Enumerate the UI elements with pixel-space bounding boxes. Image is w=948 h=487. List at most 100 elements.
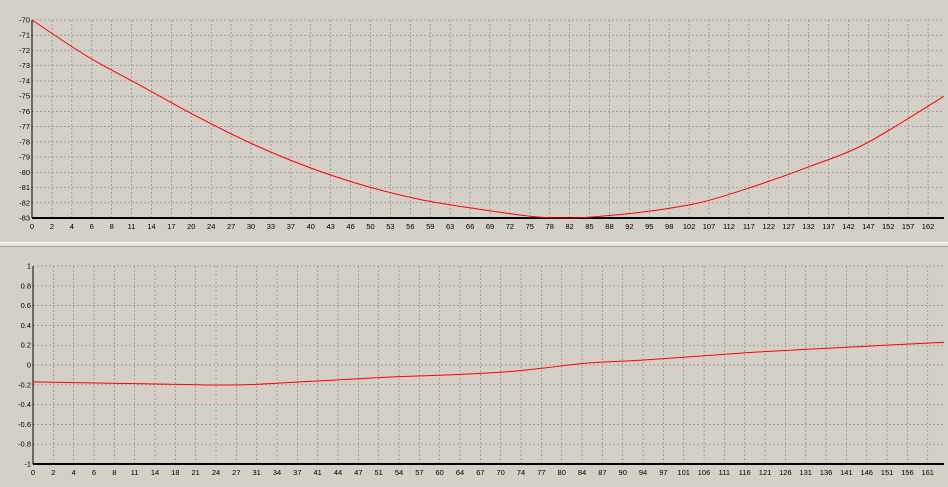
y-tick-label: -74 [19, 76, 30, 85]
x-tick-label: 47 [354, 468, 362, 477]
y-tick-label: 1 [27, 262, 31, 271]
x-tick-label: 75 [526, 222, 534, 231]
x-tick-label: 156 [901, 468, 914, 477]
x-tick-label: 0 [30, 222, 34, 231]
x-tick-label: 63 [446, 222, 454, 231]
y-tick-label: -75 [19, 92, 30, 101]
x-tick-label: 69 [486, 222, 494, 231]
x-tick-label: 80 [558, 468, 566, 477]
x-tick-label: 2 [51, 468, 55, 477]
x-tick-label: 64 [456, 468, 464, 477]
x-tick-label: 152 [882, 222, 895, 231]
y-tick-label: -77 [19, 122, 30, 131]
x-tick-label: 54 [395, 468, 403, 477]
y-tick-label: -80 [19, 168, 30, 177]
x-tick-label: 70 [497, 468, 505, 477]
top-line-chart: -70 -71 -72 -73 -74 -75 -76 -77 -78 -79 -80 -81 -82 -… [19, 16, 945, 231]
x-tick-label: 161 [921, 468, 934, 477]
x-tick-label: 37 [293, 468, 301, 477]
y-tick-label: -72 [19, 46, 30, 55]
chart-divider[interactable] [0, 242, 948, 247]
y-tick-label: 0.6 [21, 301, 31, 310]
y-tick-label: -0.6 [18, 420, 31, 429]
y-tick-label: -76 [19, 107, 30, 116]
x-tick-label: 21 [192, 468, 200, 477]
x-tick-label: 67 [476, 468, 484, 477]
y-tick-label: -79 [19, 153, 30, 162]
x-tick-label: 112 [723, 222, 735, 231]
y-tick-label: -81 [19, 183, 30, 192]
y-tick-label: -0.8 [18, 440, 31, 449]
x-tick-label: 41 [314, 468, 322, 477]
x-tick-label: 18 [171, 468, 179, 477]
x-tick-label: 11 [131, 468, 139, 477]
x-tick-label: 131 [799, 468, 812, 477]
x-tick-label: 127 [782, 222, 795, 231]
x-tick-label: 59 [426, 222, 434, 231]
x-tick-label: 37 [287, 222, 295, 231]
x-tick-label: 4 [72, 468, 76, 477]
x-tick-label: 137 [822, 222, 835, 231]
x-tick-label: 6 [90, 222, 94, 231]
x-tick-label: 46 [346, 222, 354, 231]
x-tick-label: 57 [415, 468, 423, 477]
x-tick-label: 92 [625, 222, 633, 231]
x-tick-label: 0 [31, 468, 35, 477]
x-tick-label: 107 [703, 222, 716, 231]
x-tick-label: 90 [619, 468, 627, 477]
series-line [32, 341, 945, 386]
x-tick-label: 30 [247, 222, 255, 231]
x-tick-label: 142 [842, 222, 855, 231]
x-tick-label: 84 [578, 468, 586, 477]
x-tick-label: 78 [546, 222, 554, 231]
bottom-line-chart: 10.80.60.40.20-0.2-0.4-0.6-0.8-10 2 4 6 8 11 1… [18, 262, 945, 477]
y-tick-label: 0 [27, 361, 31, 370]
x-tick-label: 20 [187, 222, 195, 231]
x-tick-label: 50 [366, 222, 374, 231]
x-tick-label: 53 [386, 222, 394, 231]
y-tick-label: -78 [19, 137, 30, 146]
x-tick-label: 132 [802, 222, 815, 231]
x-tick-label: 6 [92, 468, 96, 477]
x-tick-label: 33 [267, 222, 275, 231]
x-tick-label: 17 [167, 222, 175, 231]
x-tick-label: 72 [506, 222, 514, 231]
x-tick-label: 60 [436, 468, 444, 477]
y-tick-label: 0.8 [21, 281, 31, 290]
series-line [31, 19, 945, 219]
x-tick-label: 111 [719, 468, 730, 477]
x-tick-label: 117 [743, 222, 755, 231]
x-tick-label: 8 [112, 468, 116, 477]
x-tick-label: 98 [665, 222, 673, 231]
x-tick-label: 97 [659, 468, 667, 477]
x-tick-label: 87 [598, 468, 606, 477]
x-tick-label: 8 [110, 222, 114, 231]
x-tick-label: 146 [860, 468, 873, 477]
x-tick-label: 85 [585, 222, 593, 231]
x-tick-label: 34 [273, 468, 281, 477]
y-tick-label: 0.2 [21, 341, 31, 350]
y-tick-label: -73 [19, 61, 30, 70]
x-tick-label: 157 [902, 222, 915, 231]
x-tick-label: 24 [207, 222, 215, 231]
x-tick-label: 121 [759, 468, 772, 477]
x-tick-label: 94 [639, 468, 647, 477]
x-tick-label: 126 [779, 468, 792, 477]
x-tick-label: 11 [128, 222, 136, 231]
x-tick-label: 122 [763, 222, 776, 231]
y-tick-label: -71 [19, 31, 30, 40]
x-tick-label: 56 [406, 222, 414, 231]
x-tick-label: 101 [677, 468, 690, 477]
x-tick-label: 27 [232, 468, 240, 477]
x-tick-label: 82 [565, 222, 573, 231]
y-tick-label: 0.4 [21, 321, 31, 330]
y-tick-label: -82 [19, 198, 30, 207]
y-tick-label: -0.4 [18, 400, 31, 409]
x-tick-label: 136 [820, 468, 833, 477]
x-tick-label: 102 [683, 222, 696, 231]
x-tick-label: 31 [253, 468, 261, 477]
x-tick-label: 44 [334, 468, 342, 477]
x-tick-label: 77 [537, 468, 545, 477]
x-tick-label: 151 [881, 468, 894, 477]
